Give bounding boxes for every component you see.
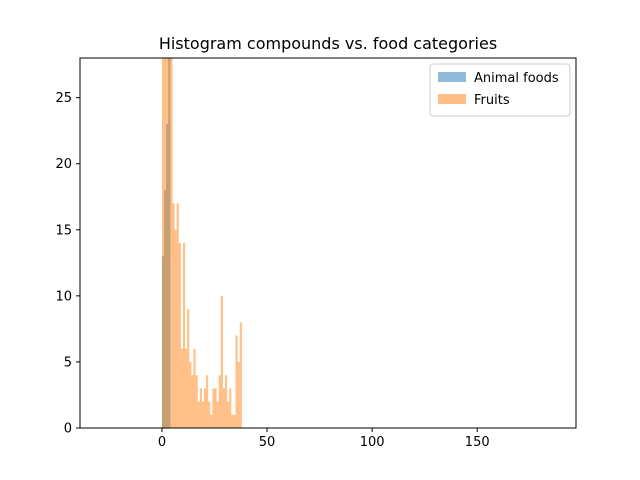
legend-label-0: Animal foods (474, 71, 559, 86)
bar-fruits-12 (187, 309, 190, 428)
bar-fruits-3 (168, 58, 171, 428)
bar-fruits-11 (185, 348, 188, 428)
bar-fruits-23 (210, 414, 213, 428)
bar-fruits-16 (195, 375, 198, 428)
bar-fruits-0 (161, 58, 165, 428)
bar-fruits-22 (208, 401, 211, 428)
legend: Animal foods Fruits (429, 63, 571, 117)
legend-label-1: Fruits (474, 93, 510, 108)
x-tick-label-1: 50 (259, 435, 276, 450)
bar-fruits-18 (199, 388, 202, 428)
bar-fruits-30 (225, 375, 228, 428)
bar-fruits-24 (212, 388, 215, 428)
x-tick-label-2: 100 (360, 435, 385, 450)
chart-title: Histogram compounds vs. food categories (159, 34, 497, 53)
y-tick-label-5: 25 (55, 91, 72, 106)
x-tick-label-3: 150 (465, 435, 490, 450)
bar-fruits-21 (206, 375, 209, 428)
bar-fruits-4 (170, 58, 173, 428)
y-tick-label-1: 5 (64, 355, 72, 370)
y-tick-label-0: 0 (64, 422, 72, 437)
y-tick-label-2: 10 (55, 289, 72, 304)
bar-fruits-37 (239, 322, 242, 428)
y-tick-label-4: 20 (55, 157, 72, 172)
bar-fruits-8 (178, 243, 181, 428)
bar-fruits-34 (233, 414, 236, 428)
bar-fruits-26 (216, 401, 219, 428)
bar-fruits-9 (180, 348, 183, 428)
bar-fruits-29 (222, 388, 226, 428)
bar-fruits-28 (220, 295, 223, 428)
bar-fruits-27 (218, 375, 221, 428)
plot-frame (79, 57, 577, 429)
bar-fruits-1 (164, 58, 167, 428)
bar-fruits-13 (189, 361, 192, 428)
bar-fruits-15 (193, 348, 196, 428)
bar-fruits-25 (214, 388, 217, 428)
bars-layer (161, 58, 242, 428)
bar-fruits-32 (229, 388, 232, 428)
bar-fruits-7 (176, 203, 179, 428)
bar-fruits-10 (182, 243, 186, 428)
y-tick-label-3: 15 (55, 223, 72, 238)
bar-fruits-14 (191, 375, 194, 428)
bar-fruits-36 (237, 361, 240, 428)
bar-fruits-35 (235, 335, 238, 428)
x-tick-label-0: 0 (158, 435, 166, 450)
axes-layer: 0 50 100 150 0 5 10 15 20 25 (55, 57, 577, 450)
bar-fruits-33 (231, 414, 234, 428)
bar-fruits-19 (201, 401, 204, 428)
bar-fruits-6 (174, 229, 177, 428)
bar-fruits-20 (204, 388, 207, 428)
legend-swatch-0 (438, 72, 466, 82)
bar-fruits-31 (227, 401, 230, 428)
bar-fruits-2 (166, 58, 169, 428)
bar-fruits-17 (197, 401, 200, 428)
legend-swatch-1 (438, 94, 466, 104)
bar-fruits-5 (172, 203, 175, 428)
